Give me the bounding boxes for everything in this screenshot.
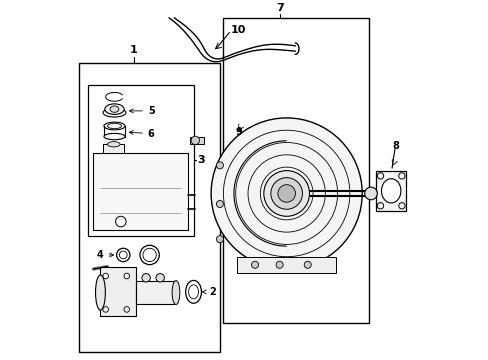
Circle shape [216,201,223,207]
Bar [79,63,220,352]
Text: 5: 5 [129,106,154,116]
Text: 7: 7 [275,3,283,13]
Ellipse shape [107,141,120,147]
Ellipse shape [194,138,203,144]
Text: 1: 1 [130,45,138,55]
Bar [237,257,335,273]
Bar [223,18,368,324]
Circle shape [216,162,223,169]
Circle shape [142,274,150,282]
Circle shape [251,261,258,268]
Text: 6: 6 [129,129,154,139]
Ellipse shape [104,104,124,114]
Circle shape [277,185,295,202]
Ellipse shape [110,106,119,112]
Ellipse shape [381,179,400,203]
Text: 9: 9 [235,127,242,137]
Bar [88,85,193,236]
Circle shape [304,261,311,268]
Bar [100,267,135,316]
Text: 4: 4 [97,250,113,260]
Circle shape [156,274,164,282]
Ellipse shape [103,108,125,117]
Bar [375,171,406,211]
Text: 10: 10 [230,25,245,35]
Ellipse shape [104,133,125,140]
Circle shape [211,118,362,269]
Bar [103,144,124,153]
Circle shape [216,236,223,243]
Bar [135,281,174,304]
Bar [93,153,187,230]
Text: 2: 2 [202,287,216,297]
Ellipse shape [172,280,180,305]
Ellipse shape [104,122,125,130]
Text: 8: 8 [391,141,398,151]
Bar [190,136,203,144]
Circle shape [191,136,199,145]
Circle shape [364,187,377,200]
Ellipse shape [95,275,105,310]
Circle shape [264,171,309,216]
Text: 3: 3 [197,155,204,165]
Circle shape [270,177,302,209]
Circle shape [276,261,283,268]
